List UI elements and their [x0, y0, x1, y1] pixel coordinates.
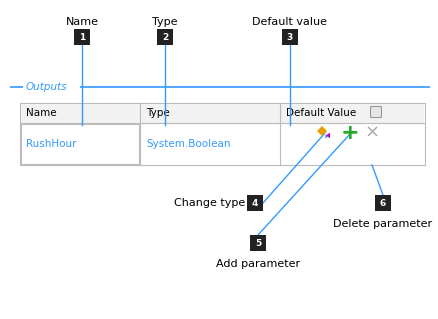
Text: RushHour: RushHour: [26, 139, 76, 149]
Text: Default value: Default value: [252, 17, 327, 27]
Text: 1: 1: [79, 33, 85, 41]
Bar: [74, 29, 90, 45]
Text: 2: 2: [162, 33, 168, 41]
Bar: [249, 235, 265, 251]
Text: 4: 4: [251, 198, 258, 207]
Text: Change type: Change type: [173, 198, 244, 208]
Text: 3: 3: [286, 33, 293, 41]
Bar: [369, 106, 380, 117]
Text: Default Value: Default Value: [285, 108, 356, 118]
Text: Delete parameter: Delete parameter: [333, 219, 431, 229]
Text: Name: Name: [26, 108, 57, 118]
Text: Name: Name: [65, 17, 98, 27]
Bar: [157, 29, 173, 45]
Text: Type: Type: [146, 108, 170, 118]
Bar: [21, 124, 139, 164]
Text: Outputs: Outputs: [26, 82, 67, 92]
Text: +: +: [340, 123, 358, 143]
Bar: [21, 104, 423, 123]
Bar: [20, 103, 424, 165]
Text: Type: Type: [152, 17, 177, 27]
Text: System.Boolean: System.Boolean: [146, 139, 230, 149]
Bar: [281, 29, 297, 45]
Text: Add parameter: Add parameter: [215, 259, 300, 269]
Bar: [247, 195, 262, 211]
Text: ×: ×: [364, 124, 379, 142]
Text: 6: 6: [379, 198, 385, 207]
Text: 5: 5: [254, 239, 261, 248]
Bar: [374, 195, 390, 211]
